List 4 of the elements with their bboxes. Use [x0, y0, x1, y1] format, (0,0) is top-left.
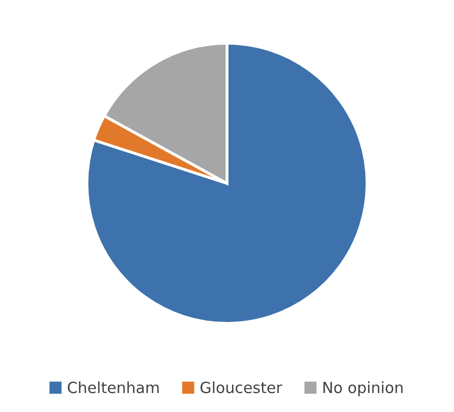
- legend-label: Gloucester: [200, 381, 282, 394]
- legend-label: No opinion: [323, 381, 403, 396]
- pie-slice: [86, 42, 368, 325]
- legend-label: Cheltenham: [68, 381, 159, 394]
